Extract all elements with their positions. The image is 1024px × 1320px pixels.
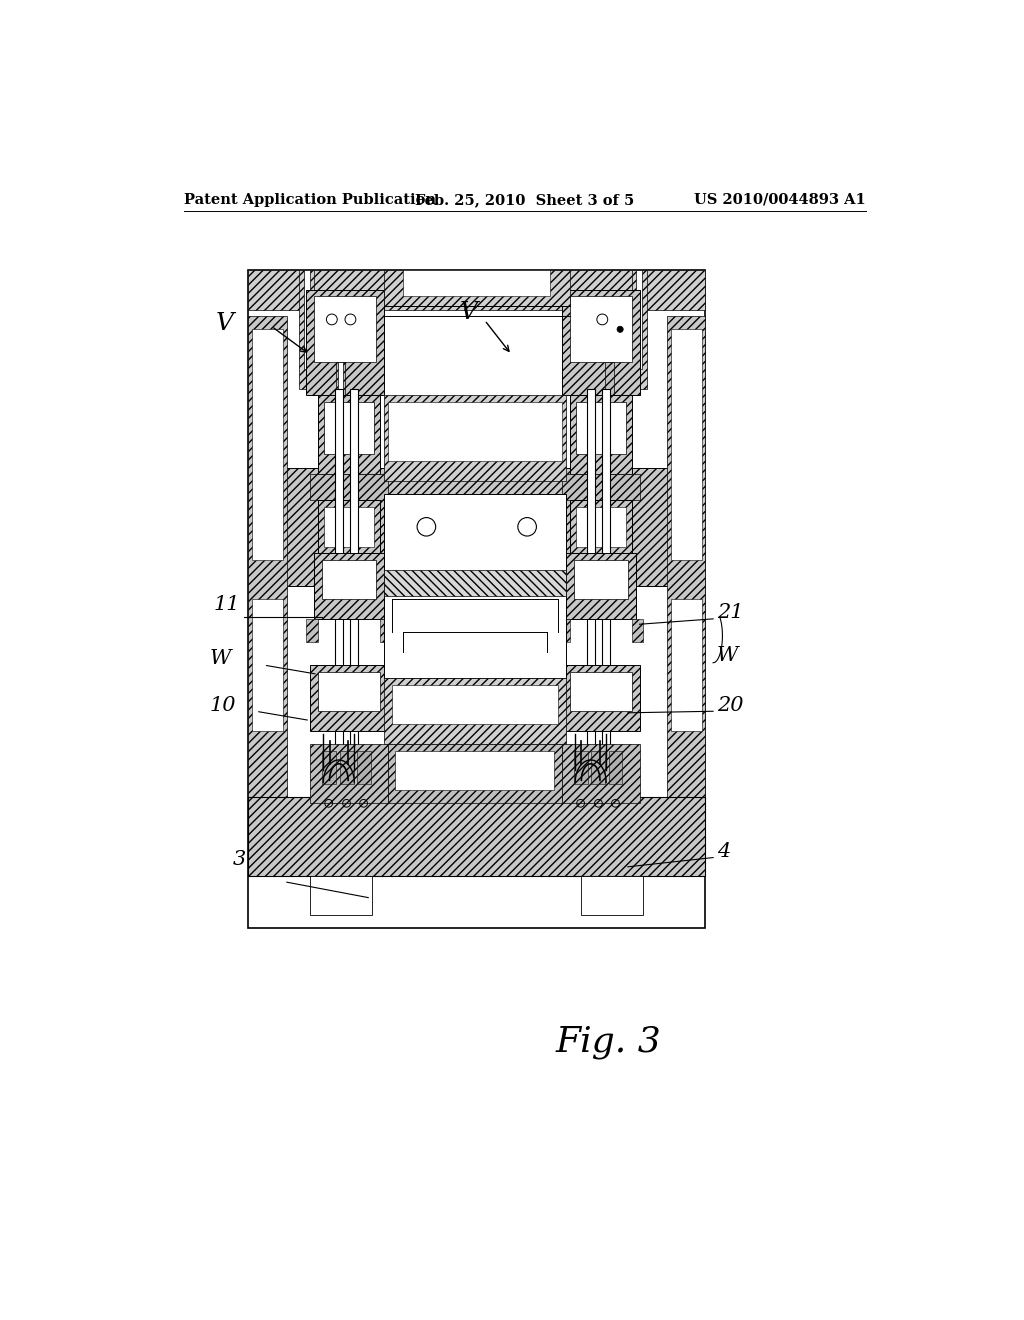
Bar xyxy=(569,672,632,711)
Bar xyxy=(667,315,706,810)
Text: 4: 4 xyxy=(717,842,730,861)
Text: 3: 3 xyxy=(232,850,246,869)
Bar xyxy=(395,751,554,791)
Bar xyxy=(569,500,632,553)
Bar xyxy=(252,329,283,560)
Bar xyxy=(671,329,701,560)
Text: 20: 20 xyxy=(717,696,743,714)
Bar xyxy=(340,751,353,784)
Bar xyxy=(573,751,588,784)
Bar xyxy=(322,560,376,599)
Text: US 2010/0044893 A1: US 2010/0044893 A1 xyxy=(694,193,866,207)
Bar xyxy=(317,500,380,553)
Text: 11: 11 xyxy=(213,595,240,615)
Text: W: W xyxy=(209,649,230,668)
Bar xyxy=(336,362,345,414)
Bar xyxy=(314,297,376,362)
Bar xyxy=(310,665,388,731)
Bar xyxy=(384,494,566,678)
Bar xyxy=(248,797,706,875)
Bar xyxy=(562,474,640,500)
Text: Patent Application Publication: Patent Application Publication xyxy=(183,193,436,207)
Bar xyxy=(569,395,632,474)
Bar xyxy=(562,290,640,395)
Bar xyxy=(384,271,569,306)
Bar xyxy=(335,388,343,751)
Bar xyxy=(388,744,562,804)
Bar xyxy=(304,271,310,368)
Bar xyxy=(248,315,287,810)
Bar xyxy=(248,271,706,310)
Bar xyxy=(306,290,384,395)
Bar xyxy=(562,744,640,804)
Bar xyxy=(566,553,636,619)
Bar xyxy=(592,751,605,784)
Text: 21: 21 xyxy=(717,603,743,622)
Bar xyxy=(324,401,374,454)
Bar xyxy=(324,507,374,546)
Bar xyxy=(632,271,647,388)
Text: W: W xyxy=(717,645,738,664)
Bar xyxy=(636,271,642,368)
Bar xyxy=(569,297,632,362)
Bar xyxy=(575,507,626,546)
Bar xyxy=(299,271,314,388)
Bar xyxy=(252,599,283,731)
Bar xyxy=(582,875,643,915)
Bar xyxy=(322,751,336,784)
Bar xyxy=(317,672,380,711)
Bar xyxy=(562,665,640,731)
Bar xyxy=(310,744,388,804)
Bar xyxy=(403,271,550,297)
Bar xyxy=(384,570,566,595)
Text: Fig. 3: Fig. 3 xyxy=(556,1026,662,1060)
Bar xyxy=(391,685,558,725)
Bar xyxy=(587,388,595,751)
Text: V: V xyxy=(460,301,478,323)
Bar xyxy=(602,388,610,751)
Bar xyxy=(306,619,317,642)
Bar xyxy=(384,395,566,480)
Bar xyxy=(558,619,569,642)
Bar xyxy=(263,467,690,586)
Bar xyxy=(573,560,628,599)
Circle shape xyxy=(617,326,624,333)
Bar xyxy=(310,474,388,500)
Bar xyxy=(350,388,358,751)
Bar xyxy=(384,678,566,744)
Bar xyxy=(604,362,614,414)
Bar xyxy=(380,619,391,642)
Bar xyxy=(317,395,380,474)
Bar xyxy=(632,619,643,642)
Text: Feb. 25, 2010  Sheet 3 of 5: Feb. 25, 2010 Sheet 3 of 5 xyxy=(415,193,635,207)
Bar xyxy=(310,875,372,915)
Bar xyxy=(338,362,343,414)
Bar xyxy=(248,797,706,875)
Bar xyxy=(388,401,562,461)
Bar xyxy=(671,599,701,731)
Text: 10: 10 xyxy=(209,696,236,714)
Bar xyxy=(356,751,371,784)
Bar xyxy=(608,751,623,784)
Bar xyxy=(575,401,626,454)
Bar xyxy=(314,553,384,619)
Bar xyxy=(248,271,706,928)
Text: V: V xyxy=(216,313,233,335)
